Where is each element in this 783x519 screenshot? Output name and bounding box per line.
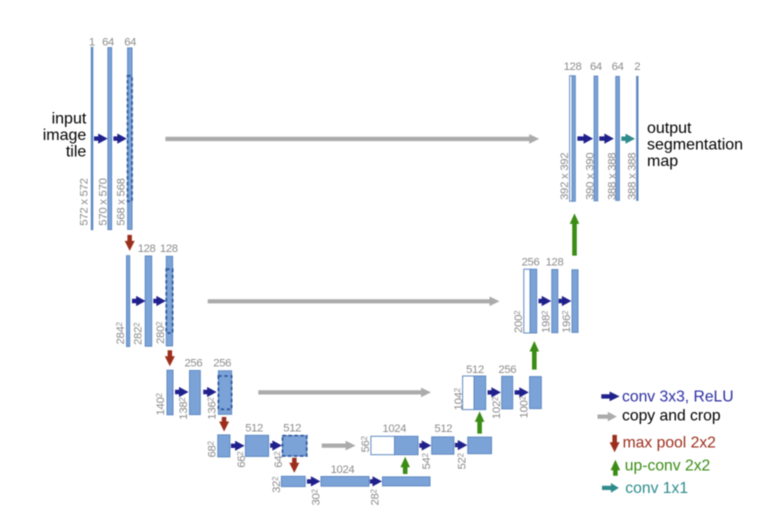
svg-text:1024: 1024	[382, 423, 406, 435]
svg-text:64: 64	[124, 36, 136, 48]
svg-text:tile: tile	[66, 144, 87, 161]
svg-text:128: 128	[564, 61, 582, 73]
svg-text:1024: 1024	[331, 464, 355, 476]
svg-text:1982: 1982	[540, 311, 552, 333]
svg-text:390 x 390: 390 x 390	[585, 153, 597, 200]
svg-text:302: 302	[310, 489, 322, 505]
svg-text:128: 128	[160, 243, 178, 255]
svg-text:2842: 2842	[115, 322, 127, 344]
svg-text:2822: 2822	[132, 323, 144, 345]
svg-text:1402: 1402	[155, 393, 167, 415]
svg-text:562: 562	[360, 436, 372, 452]
svg-text:256: 256	[184, 357, 202, 369]
svg-text:input: input	[52, 111, 87, 128]
svg-text:128: 128	[138, 243, 156, 255]
svg-text:256: 256	[522, 257, 540, 269]
svg-text:1: 1	[89, 36, 95, 48]
svg-text:map: map	[647, 153, 678, 170]
svg-text:282: 282	[369, 489, 381, 505]
svg-text:256: 256	[498, 364, 516, 376]
svg-text:1962: 1962	[561, 311, 573, 333]
svg-text:256: 256	[213, 357, 231, 369]
svg-text:568 x 568: 568 x 568	[115, 178, 127, 225]
svg-text:conv 3x3, ReLU: conv 3x3, ReLU	[622, 389, 734, 406]
svg-text:image: image	[43, 127, 87, 144]
svg-text:572 x 572: 572 x 572	[79, 178, 91, 225]
svg-text:388 x 388: 388 x 388	[606, 153, 618, 200]
svg-text:392 x 392: 392 x 392	[559, 153, 571, 200]
svg-text:copy and crop: copy and crop	[622, 408, 721, 425]
svg-text:output: output	[647, 120, 692, 137]
svg-text:512: 512	[283, 423, 301, 435]
svg-text:570 x 570: 570 x 570	[97, 178, 109, 225]
svg-text:1002: 1002	[518, 396, 530, 418]
svg-text:512: 512	[434, 423, 452, 435]
svg-text:128: 128	[546, 257, 564, 269]
svg-text:522: 522	[456, 453, 468, 469]
svg-text:up-conv 2x2: up-conv 2x2	[625, 458, 710, 475]
svg-text:1042: 1042	[453, 388, 465, 410]
svg-text:388 x 388: 388 x 388	[627, 153, 639, 200]
svg-text:542: 542	[421, 453, 433, 469]
svg-text:682: 682	[206, 441, 218, 457]
svg-text:1362: 1362	[206, 398, 218, 420]
svg-text:64: 64	[612, 61, 624, 73]
svg-text:1022: 1022	[491, 397, 503, 419]
svg-text:64: 64	[102, 36, 114, 48]
svg-text:conv 1x1: conv 1x1	[625, 480, 688, 497]
svg-text:2802: 2802	[155, 322, 167, 344]
svg-text:1382: 1382	[178, 398, 190, 420]
svg-text:2: 2	[634, 61, 640, 73]
svg-text:segmentation: segmentation	[647, 137, 743, 154]
svg-text:512: 512	[466, 364, 484, 376]
svg-text:max pool 2x2: max pool 2x2	[623, 435, 716, 452]
svg-text:2002: 2002	[513, 311, 525, 333]
svg-text:512: 512	[245, 423, 263, 435]
svg-text:64: 64	[590, 61, 602, 73]
